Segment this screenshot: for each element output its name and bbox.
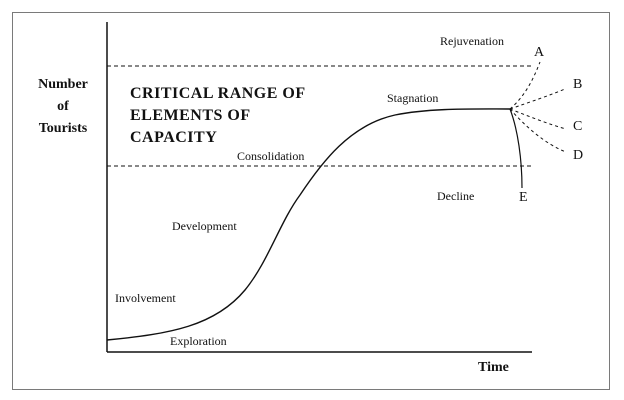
- tourism-life-cycle-curve: [106, 108, 511, 341]
- branch-d-curve: [509, 108, 567, 153]
- branch-label-b: B: [573, 77, 583, 92]
- figure-frame: [12, 12, 610, 390]
- critical-range-label-line-1: CRITICAL RANGE OF: [130, 85, 306, 102]
- branch-a-curve: [509, 61, 541, 110]
- critical-range-label-line-2: ELEMENTS OF: [130, 107, 251, 124]
- stage-label-stagnation: Stagnation: [387, 91, 439, 105]
- branch-label-a: A: [534, 45, 545, 60]
- stage-label-exploration: Exploration: [170, 334, 227, 348]
- stage-label-involvement: Involvement: [115, 291, 176, 305]
- branch-b-curve: [509, 88, 566, 110]
- stage-label-rejuvenation: Rejuvenation: [440, 34, 504, 48]
- y-axis-label-line-1: Number: [38, 77, 88, 92]
- y-axis-label-line-2: of: [57, 99, 69, 114]
- branch-e-curve: [509, 108, 523, 189]
- y-axis-label-line-3: Tourists: [38, 121, 88, 136]
- branch-c-curve: [509, 108, 567, 130]
- critical-range-label: CRITICAL RANGE OF ELEMENTS OF CAPACITY: [130, 83, 306, 149]
- x-axis-label: Time: [478, 360, 509, 375]
- branch-label-d: D: [573, 148, 584, 163]
- branch-label-e: E: [519, 190, 528, 205]
- y-axis-label: Number of Tourists: [28, 74, 98, 140]
- stage-label-development: Development: [172, 219, 237, 233]
- stage-label-decline: Decline: [437, 189, 475, 203]
- critical-range-label-line-3: CAPACITY: [130, 129, 218, 146]
- branch-label-c: C: [573, 119, 583, 134]
- stage-label-consolidation: Consolidation: [237, 149, 305, 163]
